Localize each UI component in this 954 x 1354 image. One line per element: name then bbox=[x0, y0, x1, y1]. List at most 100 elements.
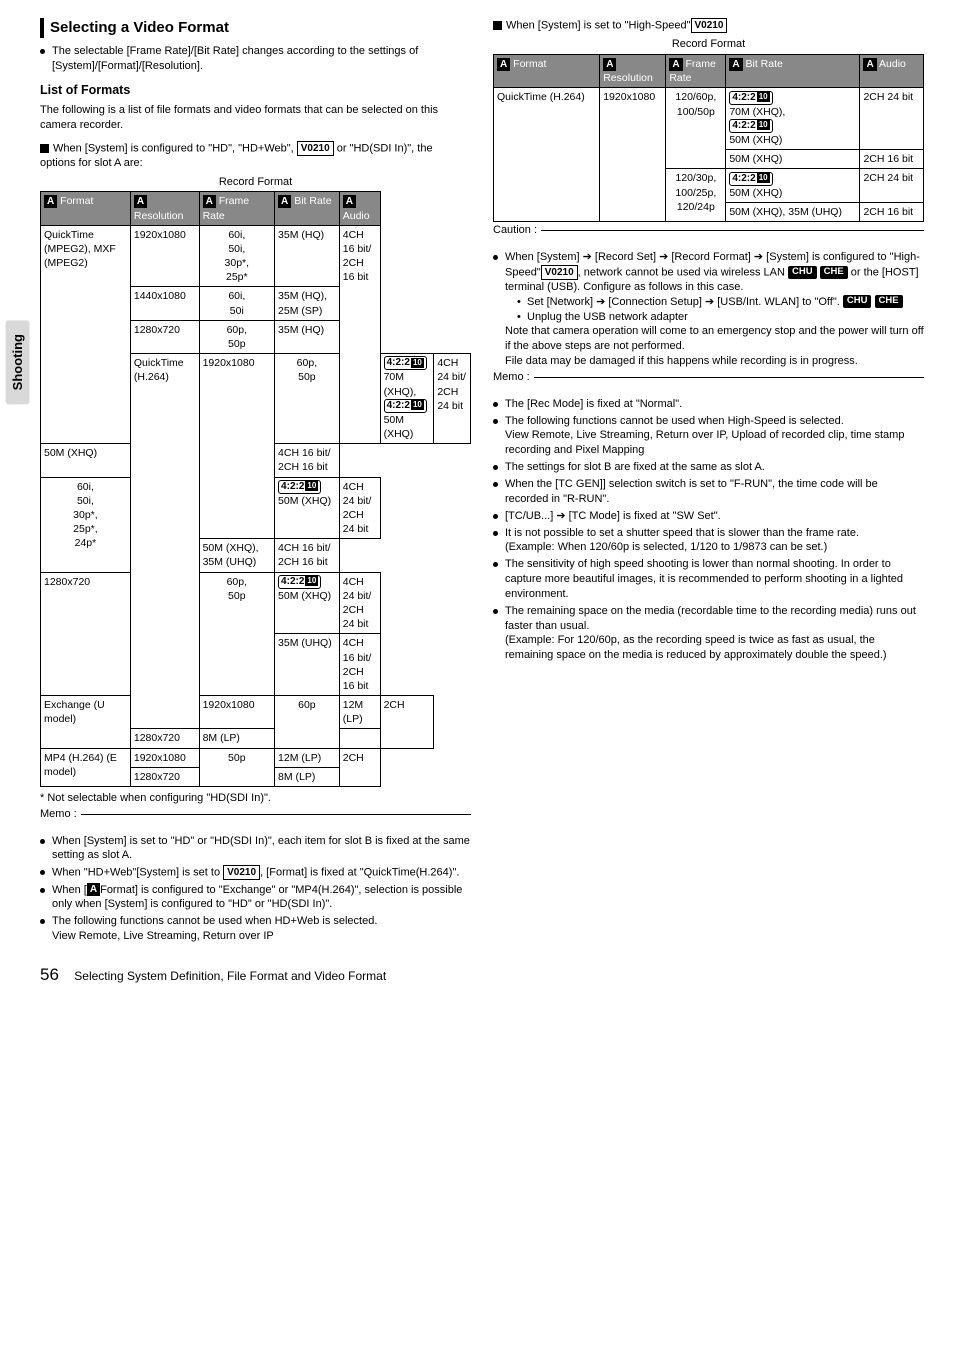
intro-text: The selectable [Frame Rate]/[Bit Rate] c… bbox=[40, 44, 471, 74]
memo-item: The [Rec Mode] is fixed at "Normal". bbox=[493, 397, 924, 412]
bitrate-cell: 4:2:21070M (XHQ),4:2:21050M (XHQ) bbox=[726, 88, 860, 150]
slot-a-badge: A bbox=[669, 58, 682, 71]
format-table-1: Record Format A FormatAResolutionA Frame… bbox=[40, 173, 471, 787]
slot-a-badge: A bbox=[343, 195, 356, 208]
framerate-cell: 60i,50i,30p*,25p*,24p* bbox=[41, 477, 131, 572]
audio-cell: 2CH 24 bit bbox=[860, 88, 924, 150]
col-header: A Format bbox=[41, 192, 131, 225]
col-header: A Audio bbox=[339, 192, 380, 225]
resolution-cell: 1920x1080 bbox=[600, 88, 666, 222]
audio-cell: 2CH 16 bit bbox=[860, 202, 924, 221]
bitrate-cell: 35M (HQ) bbox=[275, 225, 340, 287]
framerate-cell: 60i,50i,30p*,25p* bbox=[199, 225, 274, 287]
memo-item: It is not possible to set a shutter spee… bbox=[493, 526, 924, 556]
che-badge: CHE bbox=[875, 295, 903, 308]
bitrate-cell: 4:2:21050M (XHQ) bbox=[726, 169, 860, 202]
framerate-cell: 60i,50i bbox=[199, 287, 274, 320]
audio-cell: 2CH bbox=[380, 696, 434, 749]
resolution-cell: 1280x720 bbox=[130, 729, 199, 748]
slot-a-badge: A bbox=[863, 58, 876, 71]
memo-item: [TC/UB...] ➔ [TC Mode] is fixed at "SW S… bbox=[493, 509, 924, 524]
caution-label: Caution : bbox=[493, 223, 541, 238]
format-cell: QuickTime (MPEG2), MXF (MPEG2) bbox=[41, 225, 131, 444]
format-cell: QuickTime (H.264) bbox=[494, 88, 600, 222]
resolution-cell: 1280x720 bbox=[130, 320, 199, 353]
caution-sub-item: Unplug the USB network adapter bbox=[517, 310, 924, 325]
memo-label: Memo : bbox=[40, 807, 81, 822]
bitrate-cell: 4:2:21050M (XHQ) bbox=[275, 477, 340, 539]
bitrate-cell: 4:2:21070M (XHQ),4:2:21050M (XHQ) bbox=[380, 354, 434, 444]
bitrate-422-badge: 4:2:210 bbox=[729, 119, 772, 133]
list-formats-intro: The following is a list of file formats … bbox=[40, 103, 471, 133]
list-formats-head: List of Formats bbox=[40, 82, 471, 99]
audio-cell: 2CH 24 bit bbox=[860, 169, 924, 202]
bitrate-422-badge: 4:2:210 bbox=[729, 91, 772, 105]
bitrate-cell: 50M (XHQ) bbox=[41, 444, 131, 477]
table-caption: Record Format bbox=[40, 173, 471, 192]
bitrate-cell: 35M (UHQ) bbox=[275, 634, 340, 696]
memo-item: When [System] is set to "HD" or "HD(SDI … bbox=[40, 834, 471, 864]
col-header: AResolution bbox=[130, 192, 199, 225]
framerate-cell: 50p bbox=[199, 748, 274, 786]
format-table-2: Record Format A FormatAResolutionA Frame… bbox=[493, 35, 924, 222]
table-caption: Record Format bbox=[493, 35, 924, 54]
system1-note: When [System] is configured to "HD", "HD… bbox=[40, 141, 471, 171]
bitrate-cell: 50M (XHQ) bbox=[726, 150, 860, 169]
bitrate-422-badge: 4:2:210 bbox=[278, 575, 321, 589]
memo-label: Memo : bbox=[493, 370, 534, 385]
bitrate-cell: 4:2:21050M (XHQ) bbox=[275, 572, 340, 634]
resolution-cell: 1920x1080 bbox=[130, 748, 199, 767]
table-footnote: * Not selectable when configuring "HD(SD… bbox=[40, 791, 471, 806]
bitrate-422-badge: 4:2:210 bbox=[729, 172, 772, 186]
format-cell: QuickTime (H.264) bbox=[130, 354, 199, 729]
resolution-cell: 1280x720 bbox=[130, 767, 199, 786]
bitrate-cell: 8M (LP) bbox=[275, 767, 340, 786]
resolution-cell: 1920x1080 bbox=[130, 225, 199, 287]
format-cell: MP4 (H.264) (E model) bbox=[41, 748, 131, 786]
bitrate-cell: 50M (XHQ), 35M (UHQ) bbox=[726, 202, 860, 221]
col-header: A Bit Rate bbox=[726, 55, 860, 88]
col-header: A Audio bbox=[860, 55, 924, 88]
memo-item: The following functions cannot be used w… bbox=[40, 914, 471, 944]
slot-a-badge: A bbox=[729, 58, 742, 71]
page-number: 56 bbox=[40, 965, 59, 984]
bitrate-422-badge: 4:2:210 bbox=[384, 356, 427, 370]
memo-item: The settings for slot B are fixed at the… bbox=[493, 460, 924, 475]
memo-item: When the [TC GEN]] selection switch is s… bbox=[493, 477, 924, 507]
square-icon bbox=[40, 144, 49, 153]
bitrate-cell: 12M (LP) bbox=[275, 748, 340, 767]
format-cell: Exchange (U model) bbox=[41, 696, 131, 749]
framerate-cell: 60p,50p bbox=[199, 320, 274, 353]
col-header: A Bit Rate bbox=[275, 192, 340, 225]
right-column: When [System] is set to "High-Speed"V021… bbox=[493, 18, 924, 946]
framerate-cell: 120/30p,100/25p,120/24p bbox=[666, 169, 726, 222]
memo-block-2: Memo : The [Rec Mode] is fixed at "Norma… bbox=[493, 377, 924, 663]
caution-sub-item: Set [Network] ➔ [Connection Setup] ➔ [US… bbox=[517, 295, 924, 310]
audio-cell: 4CH 16 bit/2CH 16 bit bbox=[339, 225, 380, 444]
bitrate-cell: 35M (HQ) bbox=[275, 320, 340, 353]
footer-title: Selecting System Definition, File Format… bbox=[74, 969, 386, 983]
framerate-cell: 60p,50p bbox=[199, 572, 274, 695]
resolution-cell: 1920x1080 bbox=[199, 354, 274, 539]
slot-a-badge: A bbox=[497, 58, 510, 71]
slot-a-badge: A bbox=[278, 195, 291, 208]
framerate-cell: 120/60p,100/50p bbox=[666, 88, 726, 169]
bitrate-422-badge: 4:2:210 bbox=[384, 399, 427, 413]
bitrate-cell: 50M (XHQ), 35M (UHQ) bbox=[199, 539, 274, 572]
audio-cell: 4CH 16 bit/2CH 16 bit bbox=[339, 634, 380, 696]
audio-cell: 4CH 24 bit/2CH 24 bit bbox=[339, 572, 380, 634]
slot-a-badge: A bbox=[44, 195, 57, 208]
framerate-cell: 60p,50p bbox=[275, 354, 340, 444]
bitrate-cell: 12M (LP) bbox=[339, 696, 380, 729]
section-title: Selecting a Video Format bbox=[40, 18, 471, 38]
audio-cell: 4CH 24 bit/2CH 24 bit bbox=[434, 354, 471, 444]
v0210-badge: V0210 bbox=[691, 18, 728, 33]
memo-block: Memo : When [System] is set to "HD" or "… bbox=[40, 814, 471, 944]
left-column: Selecting a Video Format The selectable … bbox=[40, 18, 471, 946]
col-header: A FrameRate bbox=[199, 192, 274, 225]
resolution-cell: 1440x1080 bbox=[130, 287, 199, 320]
system2-note: When [System] is set to "High-Speed"V021… bbox=[493, 18, 924, 33]
caution-item: When [System] ➔ [Record Set] ➔ [Record F… bbox=[493, 250, 924, 369]
square-icon bbox=[493, 21, 502, 30]
resolution-cell: 1920x1080 bbox=[199, 696, 274, 729]
